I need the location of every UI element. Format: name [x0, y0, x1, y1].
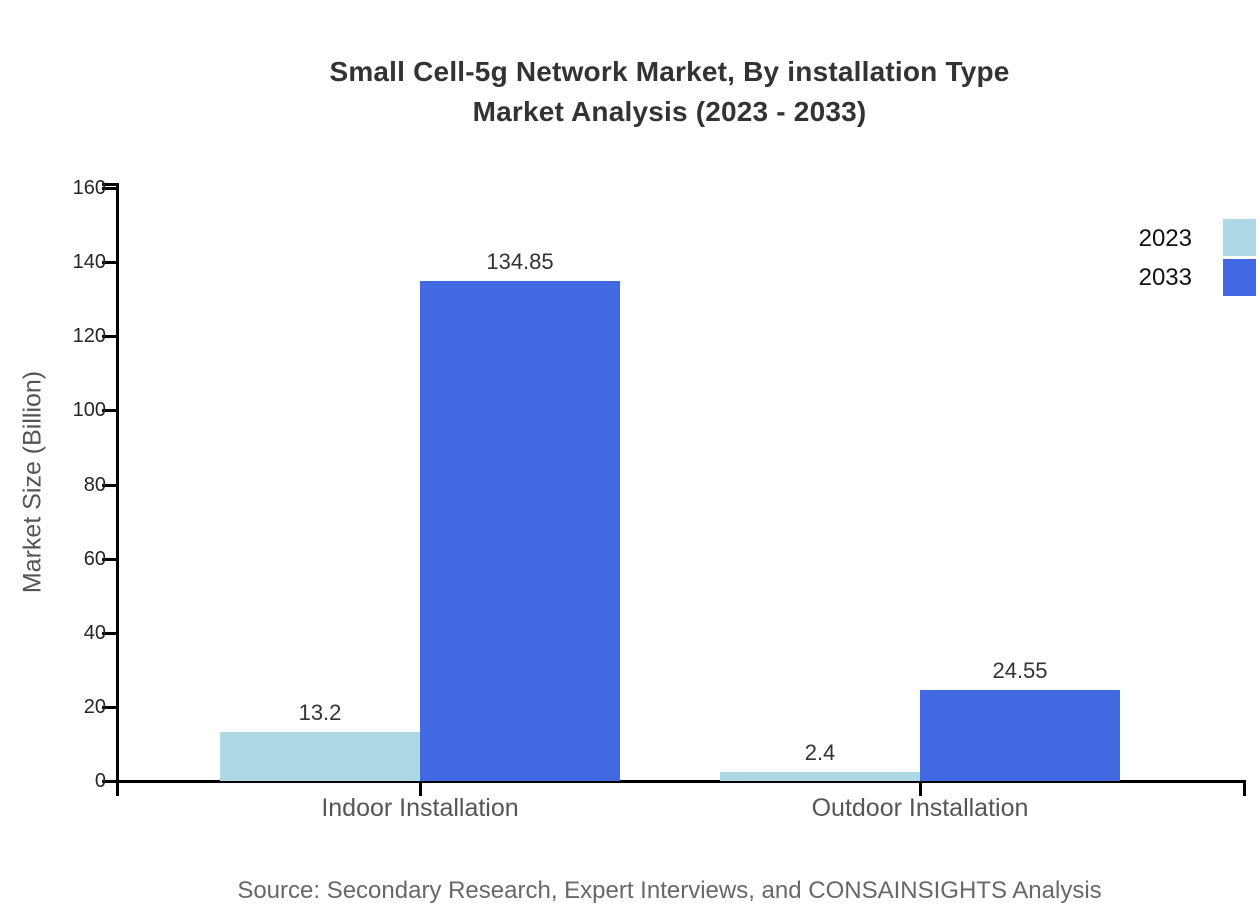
bar-value-label: 24.55 — [992, 658, 1048, 683]
y-tick-label: 160 — [72, 177, 106, 199]
y-tick-label: 40 — [83, 622, 106, 644]
y-tick-label: 140 — [72, 251, 106, 273]
bar-value-label: 13.2 — [298, 700, 342, 725]
x-tick — [419, 783, 422, 796]
bar-value-label: 2.4 — [804, 740, 836, 765]
y-tick-label: 20 — [83, 696, 106, 718]
y-tick — [102, 335, 116, 338]
y-tick — [102, 187, 116, 190]
bar-2033-indoor — [420, 281, 620, 781]
y-tick — [102, 558, 116, 561]
bar-2023-outdoor — [720, 772, 920, 781]
y-axis-end-tick — [102, 183, 119, 186]
y-tick-label: 120 — [72, 325, 106, 347]
x-axis-right-end-tick — [1243, 783, 1246, 796]
y-tick-label: 100 — [72, 399, 106, 421]
chart-title-line2: Market Analysis (2023 - 2033) — [472, 96, 867, 127]
bar-value-label: 134.85 — [486, 249, 554, 274]
y-tick — [102, 484, 116, 487]
x-tick — [919, 783, 922, 796]
y-tick-label: 80 — [83, 474, 106, 496]
x-category-label: Indoor Installation — [321, 794, 519, 822]
legend-label-2023: 2023 — [1138, 225, 1192, 252]
y-tick — [102, 780, 116, 783]
chart-title: Small Cell-5g Network Market, By install… — [118, 52, 1221, 132]
y-tick — [102, 632, 116, 635]
y-tick-label: 60 — [83, 548, 106, 570]
legend-label-2033: 2033 — [1138, 264, 1192, 291]
source-note: Source: Secondary Research, Expert Inter… — [237, 877, 1102, 904]
x-axis-line — [116, 780, 1246, 783]
x-category-label: Outdoor Installation — [811, 794, 1029, 822]
y-tick — [102, 409, 116, 412]
bar-2023-indoor — [220, 732, 420, 781]
legend-swatch-2023 — [1223, 219, 1256, 256]
y-tick — [102, 261, 116, 264]
y-tick — [102, 706, 116, 709]
chart-title-line1: Small Cell-5g Network Market, By install… — [329, 56, 1010, 87]
y-tick-label: 0 — [94, 770, 106, 792]
y-axis-line — [116, 183, 119, 783]
bar-2033-outdoor — [920, 690, 1120, 781]
legend-swatch-2033 — [1223, 259, 1256, 296]
x-axis-left-end-tick — [116, 783, 119, 796]
